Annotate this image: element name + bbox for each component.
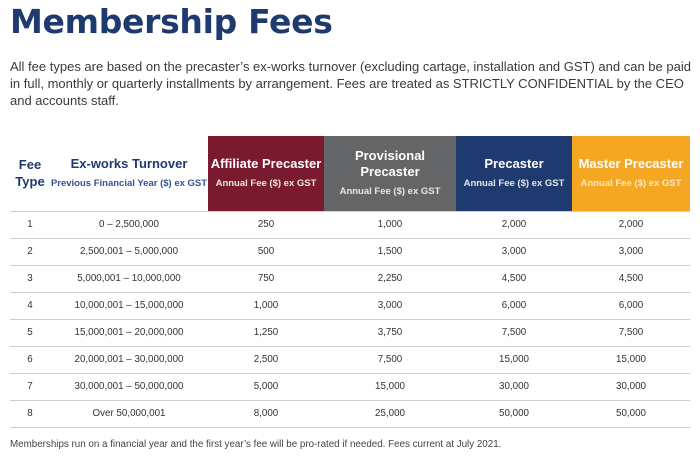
fee-type-cell: 6: [10, 346, 50, 374]
footnote: Memberships run on a financial year and …: [10, 439, 502, 450]
turnover-cell: 5,000,001 – 10,000,000: [50, 265, 208, 293]
provisional-fee-cell: 1,500: [324, 238, 456, 266]
table-header-row: Fee Type Ex-works Turnover Previous Fina…: [10, 136, 690, 211]
turnover-cell: 20,000,001 – 30,000,000: [50, 346, 208, 374]
provisional-fee-cell: 2,250: [324, 265, 456, 293]
precaster-fee-cell: 6,000: [456, 292, 572, 320]
provisional-fee-cell: 15,000: [324, 373, 456, 401]
provisional-fee-cell: 1,000: [324, 210, 456, 239]
fee-type-cell: 5: [10, 319, 50, 347]
master-fee-cell: 50,000: [572, 400, 690, 428]
precaster-header: Precaster Annual Fee ($) ex GST: [456, 136, 572, 211]
precaster-title: Precaster: [484, 156, 544, 172]
table-row: 1 0 – 2,500,000 250 1,000 2,000 2,000: [10, 210, 690, 239]
intro-paragraph: All fee types are based on the precaster…: [10, 59, 691, 108]
table-row: 4 10,000,001 – 15,000,000 1,000 3,000 6,…: [10, 292, 690, 320]
provisional-precaster-title: Provisional Precaster: [354, 148, 426, 180]
precaster-fee-cell: 30,000: [456, 373, 572, 401]
master-fee-cell: 4,500: [572, 265, 690, 293]
fee-type-cell: 1: [10, 210, 50, 239]
turnover-header: Ex-works Turnover Previous Financial Yea…: [50, 136, 208, 211]
fee-type-cell: 8: [10, 400, 50, 428]
fee-type-cell: 4: [10, 292, 50, 320]
master-precaster-header: Master Precaster Annual Fee ($) ex GST: [572, 136, 690, 211]
table-row: 2 2,500,001 – 5,000,000 500 1,500 3,000 …: [10, 238, 690, 266]
affiliate-fee-cell: 2,500: [208, 346, 324, 374]
master-fee-cell: 6,000: [572, 292, 690, 320]
precaster-fee-cell: 4,500: [456, 265, 572, 293]
table-row: 8 Over 50,000,001 8,000 25,000 50,000 50…: [10, 400, 690, 428]
turnover-cell: Over 50,000,001: [50, 400, 208, 428]
affiliate-fee-cell: 5,000: [208, 373, 324, 401]
precaster-subtitle: Annual Fee ($) ex GST: [463, 178, 565, 190]
affiliate-precaster-title: Affiliate Precaster: [210, 156, 322, 172]
affiliate-fee-cell: 8,000: [208, 400, 324, 428]
master-fee-cell: 2,000: [572, 210, 690, 239]
fee-type-cell: 2: [10, 238, 50, 266]
provisional-fee-cell: 3,750: [324, 319, 456, 347]
turnover-cell: 30,000,001 – 50,000,000: [50, 373, 208, 401]
provisional-precaster-subtitle: Annual Fee ($) ex GST: [339, 186, 441, 198]
provisional-precaster-header: Provisional Precaster Annual Fee ($) ex …: [324, 136, 456, 211]
precaster-fee-cell: 15,000: [456, 346, 572, 374]
turnover-cell: 15,000,001 – 20,000,000: [50, 319, 208, 347]
affiliate-fee-cell: 1,000: [208, 292, 324, 320]
fee-type-cell: 3: [10, 265, 50, 293]
affiliate-precaster-header: Affiliate Precaster Annual Fee ($) ex GS…: [208, 136, 324, 211]
affiliate-fee-cell: 750: [208, 265, 324, 293]
master-fee-cell: 7,500: [572, 319, 690, 347]
precaster-fee-cell: 50,000: [456, 400, 572, 428]
turnover-header-title: Ex-works Turnover: [70, 156, 188, 172]
precaster-fee-cell: 2,000: [456, 210, 572, 239]
provisional-fee-cell: 7,500: [324, 346, 456, 374]
table-row: 5 15,000,001 – 20,000,000 1,250 3,750 7,…: [10, 319, 690, 347]
affiliate-fee-cell: 250: [208, 210, 324, 239]
affiliate-fee-cell: 1,250: [208, 319, 324, 347]
fee-type-header-line2: Type: [15, 174, 45, 190]
fee-type-header-line1: Fee: [18, 157, 42, 173]
fee-type-cell: 7: [10, 373, 50, 401]
provisional-fee-cell: 25,000: [324, 400, 456, 428]
master-precaster-subtitle: Annual Fee ($) ex GST: [580, 178, 682, 190]
turnover-header-subtitle: Previous Financial Year ($) ex GST: [50, 178, 208, 190]
fee-type-header: Fee Type: [10, 136, 50, 211]
affiliate-fee-cell: 500: [208, 238, 324, 266]
affiliate-precaster-subtitle: Annual Fee ($) ex GST: [215, 178, 317, 190]
page-title: Membership Fees: [10, 2, 333, 41]
table-row: 3 5,000,001 – 10,000,000 750 2,250 4,500…: [10, 265, 690, 293]
precaster-fee-cell: 3,000: [456, 238, 572, 266]
master-fee-cell: 3,000: [572, 238, 690, 266]
table-row: 6 20,000,001 – 30,000,000 2,500 7,500 15…: [10, 346, 690, 374]
master-fee-cell: 15,000: [572, 346, 690, 374]
membership-fees-table: Fee Type Ex-works Turnover Previous Fina…: [10, 136, 690, 428]
turnover-cell: 10,000,001 – 15,000,000: [50, 292, 208, 320]
master-fee-cell: 30,000: [572, 373, 690, 401]
provisional-fee-cell: 3,000: [324, 292, 456, 320]
master-precaster-title: Master Precaster: [578, 156, 684, 172]
turnover-cell: 0 – 2,500,000: [50, 210, 208, 239]
table-row: 7 30,000,001 – 50,000,000 5,000 15,000 3…: [10, 373, 690, 401]
precaster-fee-cell: 7,500: [456, 319, 572, 347]
turnover-cell: 2,500,001 – 5,000,000: [50, 238, 208, 266]
